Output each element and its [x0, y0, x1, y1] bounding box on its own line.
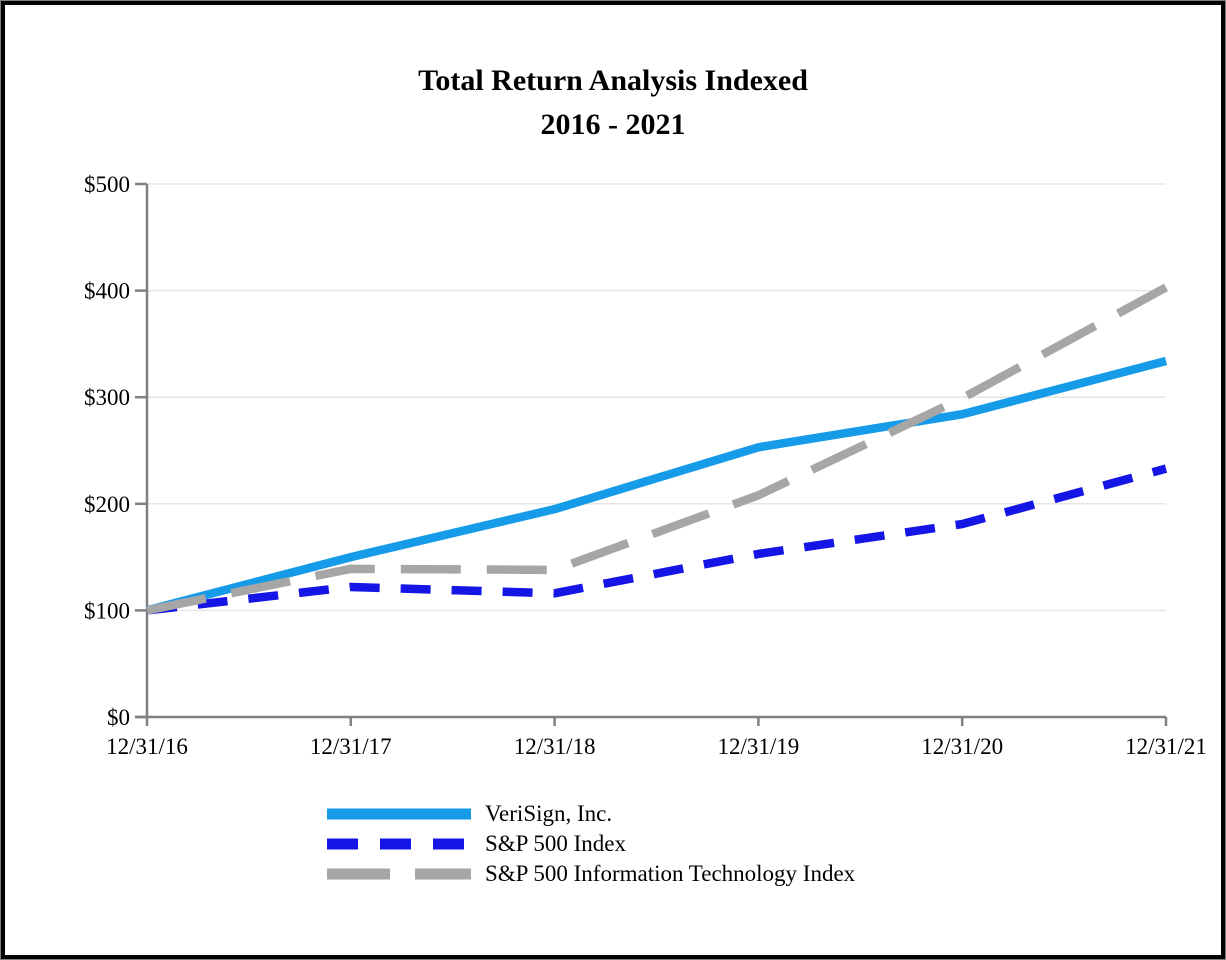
x-tick-label: 12/31/17: [310, 734, 392, 759]
line-verisign-inc: [145, 356, 1168, 615]
legend-label: S&P 500 Information Technology Index: [485, 861, 856, 886]
y-tick-label: $0: [107, 705, 130, 730]
legend-swatch-s-p-500-information-technology-index: [327, 868, 471, 880]
y-tick-label: $400: [84, 279, 130, 304]
legend-item-s-p-500-information-technology-index: S&P 500 Information Technology Index: [327, 859, 855, 889]
chart-title: Total Return Analysis Indexed 2016 - 202…: [1, 59, 1225, 147]
legend-label: S&P 500 Index: [485, 831, 626, 856]
axes: [135, 182, 1168, 726]
x-tick-label: 12/31/19: [718, 734, 800, 759]
x-tick-label: 12/31/21: [1125, 734, 1207, 759]
y-tick-label: $300: [84, 385, 130, 410]
y-tick-label: $100: [84, 598, 130, 623]
series-lines: [145, 283, 1169, 615]
x-tick-label: 12/31/18: [514, 734, 596, 759]
line-s-p-500-information-technology-index: [146, 283, 1169, 615]
legend: VeriSign, Inc. S&P 500 Index S&P 500 Infor…: [327, 799, 855, 889]
chart-title-line1: Total Return Analysis Indexed: [418, 64, 808, 97]
legend-item-s-p-500-index: S&P 500 Index: [327, 829, 855, 859]
y-tick-label: $200: [84, 492, 130, 517]
legend-swatch-verisign-inc: [327, 808, 471, 820]
y-tick-label: $500: [84, 172, 130, 197]
line-s-p-500-index: [146, 464, 1168, 615]
gridlines: [147, 183, 1166, 612]
legend-item-verisign-inc: VeriSign, Inc.: [327, 799, 855, 829]
legend-label: VeriSign, Inc.: [485, 801, 613, 826]
chart-title-line2: 2016 - 2021: [540, 108, 686, 141]
x-tick-label: 12/31/16: [106, 734, 188, 759]
legend-swatch-s-p-500-index: [327, 838, 471, 850]
x-tick-label: 12/31/20: [921, 734, 1003, 759]
axis-labels: $0 $100 $200 $300 $400 $500 12/31/16 12/31/17 12…: [84, 172, 1207, 759]
